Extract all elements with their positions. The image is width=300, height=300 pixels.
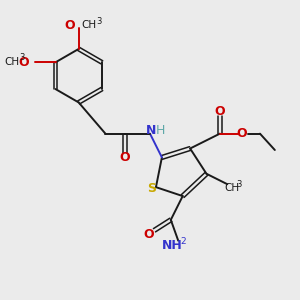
Text: CH: CH [82, 20, 97, 30]
Text: H: H [156, 124, 165, 136]
Text: NH: NH [162, 239, 183, 252]
Text: O: O [18, 56, 29, 69]
Text: O: O [119, 151, 130, 164]
Text: O: O [214, 105, 225, 118]
Text: 2: 2 [180, 237, 185, 246]
Text: O: O [143, 228, 154, 241]
Text: S: S [147, 182, 156, 195]
Text: 3: 3 [97, 17, 102, 26]
Text: 3: 3 [19, 53, 25, 62]
Text: N: N [146, 124, 157, 136]
Text: O: O [64, 19, 75, 32]
Text: CH: CH [224, 183, 239, 193]
Text: CH: CH [4, 57, 19, 67]
Text: O: O [237, 127, 248, 140]
Text: 3: 3 [236, 180, 242, 189]
